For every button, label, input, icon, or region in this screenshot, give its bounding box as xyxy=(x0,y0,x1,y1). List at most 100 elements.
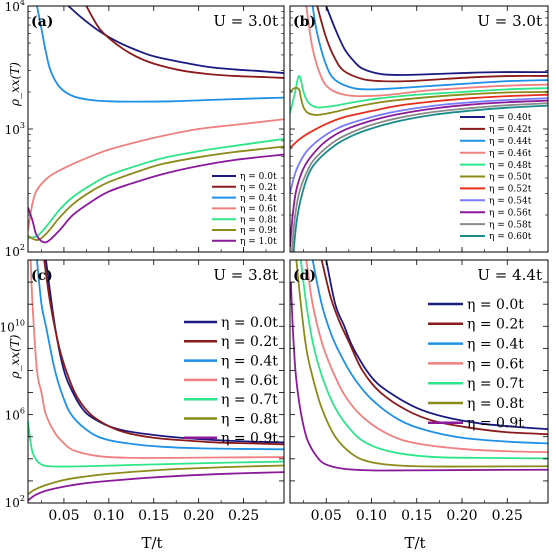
legend-entry: η = 0.8t xyxy=(467,396,524,412)
x-tick-label: 0.10 xyxy=(356,508,387,524)
series-line-8 xyxy=(290,99,548,247)
series-line-2 xyxy=(36,6,284,103)
legend-entry: η = 0.58t xyxy=(489,220,532,230)
series-line-1 xyxy=(316,6,548,83)
series-line-6 xyxy=(290,93,548,149)
y-tick-label: 104 xyxy=(5,0,25,14)
y-tick-label: 102 xyxy=(5,243,25,259)
x-tick-label: 0.20 xyxy=(446,508,477,524)
series-group xyxy=(290,6,548,252)
x-axis-label: T/t xyxy=(141,534,162,552)
legend-entry: η = 0.6t xyxy=(221,373,278,389)
plot-frame xyxy=(289,259,549,504)
series-line-3 xyxy=(305,260,548,454)
legend-entry: η = 0.8t xyxy=(221,411,278,427)
legend-entry: η = 0.4t xyxy=(467,337,524,353)
x-tick-label: 0.15 xyxy=(401,508,432,524)
series-line-9 xyxy=(290,102,548,252)
series-line-2 xyxy=(36,260,284,451)
series-line-0 xyxy=(325,260,548,431)
panel-label: (d) xyxy=(293,268,316,284)
series-line-7 xyxy=(290,97,548,194)
x-tick-label: 0.05 xyxy=(48,508,79,524)
series-line-4 xyxy=(299,260,548,460)
legend-entry: η = 0.6t xyxy=(467,356,524,372)
y-tick-label: 102 xyxy=(5,494,25,510)
series-line-3 xyxy=(28,118,284,231)
x-tick-label: 0.25 xyxy=(492,508,523,524)
legend-entry: η = 0.48t xyxy=(489,161,532,171)
legend-entry: η = 1.0t xyxy=(240,237,277,247)
series-line-6 xyxy=(28,471,284,502)
legend-entry: η = 0.7t xyxy=(221,392,278,408)
x-tick-label: 0.05 xyxy=(311,508,342,524)
panel-annotation: U = 3.0t xyxy=(213,12,278,30)
series-line-4 xyxy=(290,75,548,114)
legend-entry: η = 0.2t xyxy=(221,334,278,350)
legend-entry: η = 0.2t xyxy=(467,317,524,333)
panel-label: (a) xyxy=(31,14,53,30)
x-tick-label: 0.15 xyxy=(138,508,169,524)
series-line-0 xyxy=(67,6,284,74)
series-line-5 xyxy=(28,145,284,241)
legend-entry: η = 0.60t xyxy=(489,232,532,242)
x-tick-label: 0.25 xyxy=(228,508,259,524)
panel-b: (b) U = 3.0t η = 0.40t η = 0.42t η = 0.44t η … xyxy=(289,5,549,253)
series-line-6 xyxy=(28,153,284,244)
legend-entry: η = 0.42t xyxy=(489,125,532,135)
series-line-2 xyxy=(311,260,548,445)
y-axis-label: ρ_xx(T) xyxy=(8,62,22,107)
series-group xyxy=(28,6,284,244)
y-tick-label: 1010 xyxy=(0,318,25,334)
series-line-6 xyxy=(290,282,548,472)
legend-entry: η = 0.9t xyxy=(221,431,278,447)
legend-entry: η = 0.54t xyxy=(489,196,532,206)
series-line-5 xyxy=(290,87,548,116)
y-tick-label: 103 xyxy=(5,121,25,137)
panel-annotation: U = 3.0t xyxy=(477,12,542,30)
panel-annotation: U = 4.4t xyxy=(477,266,542,284)
series-group xyxy=(290,260,548,472)
legend-entry: η = 0.4t xyxy=(240,194,277,204)
x-tick-label: 0.10 xyxy=(93,508,124,524)
legend-entry: η = 0.2t xyxy=(240,183,277,193)
legend-entry: η = 0.4t xyxy=(221,354,278,370)
legend-entry: η = 0.6t xyxy=(240,205,277,215)
x-axis-label: T/t xyxy=(404,534,425,552)
legend-entry: η = 0.9t xyxy=(467,416,524,432)
legend-entry: η = 0.0t xyxy=(221,315,278,331)
legend-entry: η = 0.46t xyxy=(489,149,532,159)
legend-entry: η = 0.7t xyxy=(467,376,524,392)
series-line-3 xyxy=(305,6,548,98)
series-line-5 xyxy=(295,260,548,468)
series-line-0 xyxy=(325,6,548,76)
panel-label: (b) xyxy=(293,14,316,30)
legend-entry: η = 0.44t xyxy=(489,137,532,147)
series-line-4 xyxy=(28,421,284,468)
series-line-3 xyxy=(29,260,284,459)
series-line-10 xyxy=(292,104,548,252)
plot-frame xyxy=(27,259,285,504)
legend-entry: η = 0.0t xyxy=(467,297,524,313)
y-tick-label: 106 xyxy=(5,407,25,423)
y-axis-label: ρ_xx(T) xyxy=(8,334,22,379)
legend-entry: η = 0.40t xyxy=(489,113,532,123)
series-group xyxy=(28,260,284,502)
legend-entry: η = 0.56t xyxy=(489,208,532,218)
legend-entry: η = 0.52t xyxy=(489,185,532,195)
x-tick-label: 0.20 xyxy=(183,508,214,524)
legend-entry: η = 0.0t xyxy=(240,172,277,182)
series-line-1 xyxy=(43,260,284,446)
series-line-1 xyxy=(85,6,284,79)
panel-label: (c) xyxy=(31,268,53,284)
legend-entry: η = 0.9t xyxy=(240,226,277,236)
series-line-5 xyxy=(28,464,284,495)
panel-annotation: U = 3.8t xyxy=(213,266,278,284)
legend-entry: η = 0.8t xyxy=(240,215,277,225)
panel-d: 0.05 0.10 0.15 0.20 0.25 (d) U = 4.4t η = 0.0t η… xyxy=(289,259,549,552)
series-line-1 xyxy=(320,260,548,436)
legend-entry: η = 0.50t xyxy=(489,173,532,183)
